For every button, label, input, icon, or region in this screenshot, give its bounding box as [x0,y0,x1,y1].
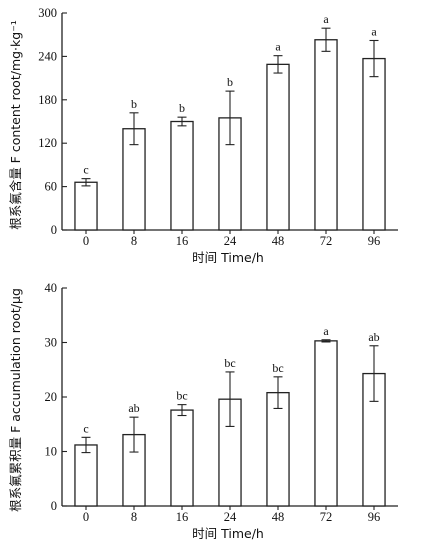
chart-f-accumulation-errorbar-24 [225,371,235,427]
chart-f-accumulation-xtick-label: 0 [83,510,89,524]
chart-f-content-errorbar-24 [225,90,235,146]
chart-f-content-ytick-label: 120 [38,136,57,150]
chart-f-accumulation-xtick-label: 16 [176,510,189,524]
chart-f-content-significance-96: a [371,24,377,38]
chart-f-content-errorbar-0 [81,178,91,187]
chart-f-content-errorbar-96 [369,39,379,78]
chart-f-content-ytick-label: 0 [51,223,57,237]
chart-f-accumulation: 根系氟累积量 F accumulation root/μg 时间 Time/h … [8,281,398,541]
chart-f-content-xtick-label: 48 [272,234,285,248]
chart-f-content-errorbar-48 [273,55,283,74]
chart-f-accumulation-ytick-label: 20 [45,390,58,404]
chart-f-content-bar-16 [170,120,194,231]
chart-f-content-significance-8: b [131,97,137,111]
chart-f-content-errorbar-16 [177,116,187,127]
chart-f-accumulation-errorbar-8 [129,416,139,453]
chart-f-content-bar-48 [266,63,290,231]
chart-f-content-significance-72: a [323,12,329,26]
chart-f-content-errorbar-8 [129,112,139,146]
chart-f-accumulation-xtick-label: 24 [224,510,237,524]
chart-f-accumulation-ytick-label: 40 [45,281,58,295]
chart-f-accumulation-ylabel: 根系氟累积量 F accumulation root/μg [8,288,23,512]
chart-f-content-xtick-label: 8 [131,234,137,248]
chart-f-accumulation-ytick-label: 30 [45,336,58,350]
chart-f-accumulation-xtick-label: 48 [272,510,285,524]
chart-f-content-xtick-label: 96 [368,234,381,248]
chart-f-content-significance-16: b [179,101,185,115]
chart-f-accumulation-ytick-label: 10 [45,445,58,459]
chart-f-accumulation-xtick-label: 72 [320,510,333,524]
chart-f-accumulation-xtick-label: 8 [131,510,137,524]
chart-f-accumulation-significance-96: ab [368,330,379,344]
chart-f-content-xtick-label: 24 [224,234,237,248]
chart-f-content-significance-0: c [83,163,88,177]
chart-f-content-ytick-label: 300 [38,6,57,20]
chart-f-content-ytick-label: 180 [38,93,57,107]
chart-f-content-ytick-label: 60 [45,180,58,194]
chart-f-accumulation-errorbar-48 [273,376,283,409]
chart-f-accumulation-significance-0: c [83,421,88,435]
chart-f-accumulation-bar-72 [314,340,338,507]
chart-f-content-bar-96 [362,57,386,231]
chart-f-accumulation-significance-8: ab [128,401,139,415]
chart-f-accumulation-bar-16 [170,409,194,507]
chart-f-accumulation-significance-72: a [323,324,329,338]
chart-f-accumulation-bar-0 [74,444,98,507]
chart-f-accumulation-significance-48: bc [272,361,283,375]
chart-f-content-xlabel: 时间 Time/h [192,250,264,265]
chart-f-content-errorbar-72 [321,27,331,52]
chart-f-accumulation-ytick-label: 0 [51,499,57,513]
chart-f-accumulation-xtick-label: 96 [368,510,381,524]
chart-f-accumulation-errorbar-72 [321,339,331,343]
chart-f-accumulation-errorbar-16 [177,404,187,417]
chart-f-content-ylabel: 根系氟含量 F content root/mg·kg⁻¹ [8,20,23,230]
chart-f-content-significance-24: b [227,75,233,89]
chart-f-content-significance-48: a [275,40,281,54]
chart-f-content-bar-72 [314,39,338,231]
chart-f-content-bar-0 [74,181,98,231]
chart-f-accumulation-errorbar-96 [369,345,379,402]
chart-f-accumulation-significance-16: bc [176,389,187,403]
chart-f-accumulation-bar-48 [266,391,290,507]
chart-f-content-xtick-label: 16 [176,234,189,248]
chart-f-content-xtick-label: 72 [320,234,333,248]
chart-f-content-ytick-label: 240 [38,49,57,63]
chart-f-accumulation-significance-24: bc [224,356,235,370]
chart-f-content-xtick-label: 0 [83,234,89,248]
chart-f-accumulation-xlabel: 时间 Time/h [192,526,264,541]
chart-f-content: 根系氟含量 F content root/mg·kg⁻¹ 时间 Time/h 0… [8,6,398,265]
chart-f-accumulation-errorbar-0 [81,436,91,454]
